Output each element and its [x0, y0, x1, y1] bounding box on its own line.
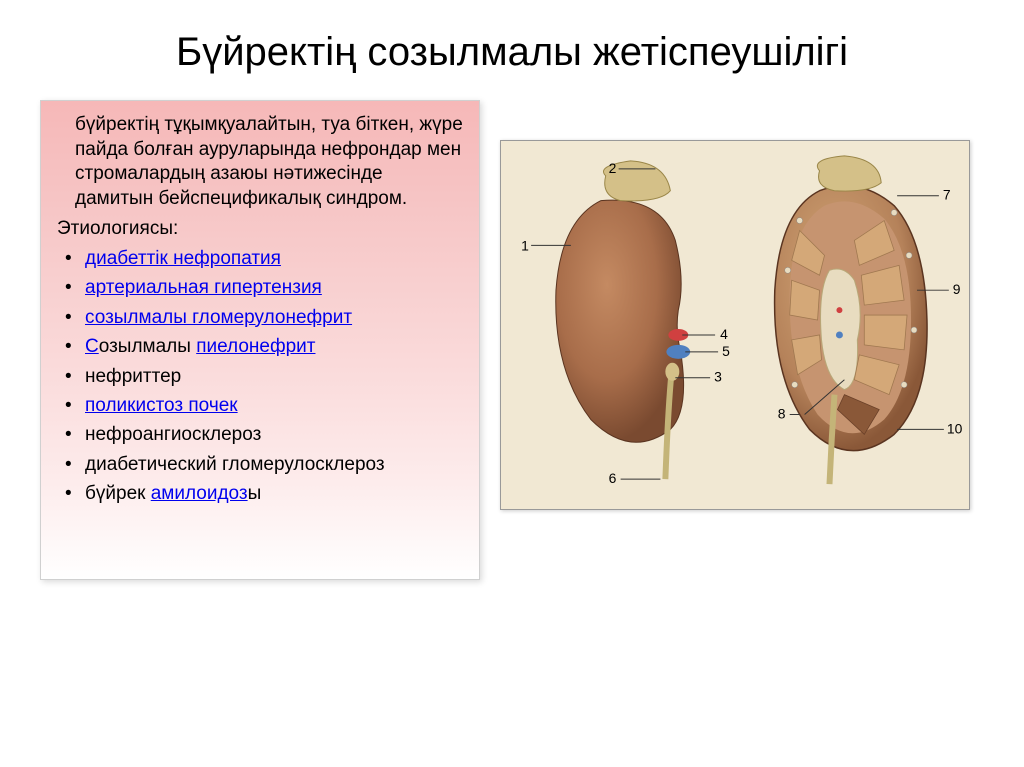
content-area: бүйректің тұқымқуалайтын, туа біткен, жү…	[40, 100, 984, 580]
link-text[interactable]: пиелонефрит	[196, 336, 315, 357]
slide-title: Бүйректің созылмалы жетіспеушілігі	[40, 30, 984, 75]
plain-text: бүйрек	[85, 483, 151, 504]
list-item: бүйрек амилоидозы	[57, 479, 463, 508]
link-text[interactable]: С	[85, 336, 99, 357]
list-item: артериальная гипертензия	[57, 273, 463, 302]
list-item: созылмалы гломерулонефрит	[57, 303, 463, 332]
text-panel: бүйректің тұқымқуалайтын, туа біткен, жү…	[40, 100, 480, 580]
list-item: диабеттік нефропатия	[57, 244, 463, 273]
list-item: Созылмалы пиелонефрит	[57, 332, 463, 361]
list-item: диабетический гломерулосклероз	[57, 450, 463, 479]
kidney-illustration: 1 2 3 4 5 6 7 8 9 10	[501, 141, 969, 509]
diagram-label: 5	[722, 343, 730, 359]
pyramid	[864, 315, 907, 350]
link-text[interactable]: поликистоз почек	[85, 395, 238, 416]
link-text[interactable]: диабеттік нефропатия	[85, 248, 281, 269]
plain-text: нефроангиосклероз	[85, 424, 261, 445]
list-item: нефриттер	[57, 362, 463, 391]
left-kidney-shape	[556, 200, 684, 442]
diagram-label: 8	[778, 405, 786, 421]
diagram-label: 2	[609, 160, 617, 176]
link-text[interactable]: амилоидоз	[151, 483, 248, 504]
adrenal-right	[817, 156, 881, 191]
diagram-label: 10	[947, 420, 963, 436]
list-item: нефроангиосклероз	[57, 420, 463, 449]
diagram-label: 4	[720, 326, 728, 342]
plain-text: ы	[248, 483, 262, 504]
list-item: поликистоз почек	[57, 391, 463, 420]
diagram-label: 1	[521, 237, 529, 253]
description-text: бүйректің тұқымқуалайтын, туа біткен, жү…	[57, 113, 463, 212]
plain-text: нефриттер	[85, 366, 181, 387]
bullet-list: диабеттік нефропатия артериальная гиперт…	[57, 244, 463, 509]
plain-text: диабетический гломерулосклероз	[85, 454, 385, 475]
plain-text: озылмалы	[99, 336, 196, 357]
diagram-label: 7	[943, 187, 951, 203]
diagram-label: 9	[953, 281, 961, 297]
link-text[interactable]: артериальная гипертензия	[85, 277, 322, 298]
link-text[interactable]: созылмалы гломерулонефрит	[85, 307, 352, 328]
diagram-label: 3	[714, 369, 722, 385]
diagram-label: 6	[609, 470, 617, 486]
kidney-diagram: 1 2 3 4 5 6 7 8 9 10	[500, 140, 970, 510]
etiology-label: Этиологиясы:	[57, 218, 463, 240]
slide: Бүйректің созылмалы жетіспеушілігі бүйре…	[0, 0, 1024, 767]
